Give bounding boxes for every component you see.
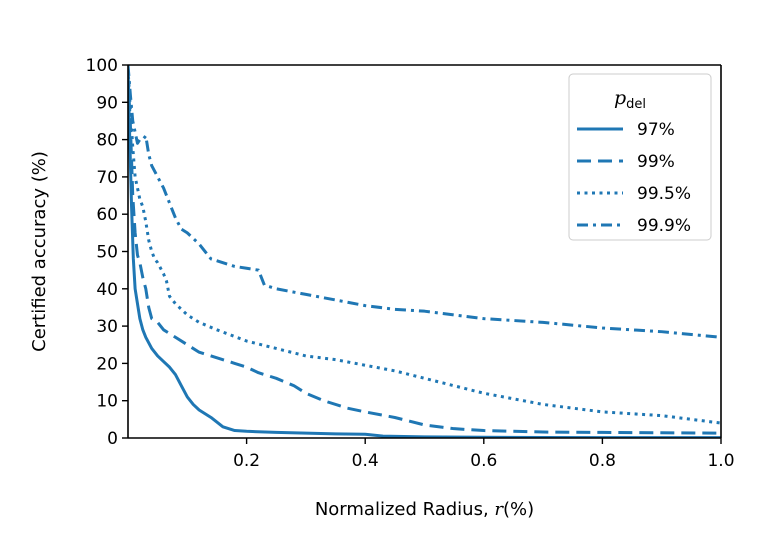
x-tick-label: 1.0 xyxy=(707,451,734,471)
series-line-99- xyxy=(128,76,721,435)
x-tick-label: 0.2 xyxy=(233,451,260,471)
y-tick-label: 50 xyxy=(96,243,118,263)
y-tick-label: 10 xyxy=(96,392,118,412)
y-tick-label: 80 xyxy=(96,131,118,151)
legend-label: 99.9% xyxy=(637,216,691,236)
legend-label: 99.5% xyxy=(637,184,691,204)
y-tick-label: 30 xyxy=(96,317,118,337)
x-axis-label-suffix: (%) xyxy=(503,499,534,520)
y-tick-label: 20 xyxy=(96,354,118,374)
x-axis-label-var: r xyxy=(494,499,504,520)
legend-label: 97% xyxy=(637,120,675,140)
x-tick-label: 0.8 xyxy=(589,451,616,471)
series-layer xyxy=(128,64,721,438)
y-axis-label: Certified accuracy (%) xyxy=(29,151,50,352)
series-line-99-9- xyxy=(128,64,721,339)
x-tick-label: 0.6 xyxy=(470,451,497,471)
legend: pdel 97% 99% 99.5% 99.9% xyxy=(568,73,712,241)
y-tick-label: 40 xyxy=(96,280,118,300)
series-line-97- xyxy=(128,72,721,438)
legend-title: pdel xyxy=(614,87,646,112)
y-tick-label: 70 xyxy=(96,168,118,188)
y-tick-label: 90 xyxy=(96,93,118,113)
y-tick-label: 0 xyxy=(107,429,118,449)
x-tick-label: 0.4 xyxy=(352,451,379,471)
x-axis-label: Normalized Radius, r(%) xyxy=(315,499,534,520)
y-tick-label: 60 xyxy=(96,205,118,225)
legend-label: 99% xyxy=(637,152,675,172)
ticks: 0 10 20 30 40 50 60 70 80 90 100 0.2 0.4 0.6 0.8 1.0 xyxy=(86,56,735,471)
y-tick-label: 100 xyxy=(86,56,118,76)
legend-title-sub: del xyxy=(626,97,646,112)
x-axis-label-prefix: Normalized Radius, xyxy=(315,499,495,520)
series-line-99-5- xyxy=(128,68,721,425)
legend-frame xyxy=(568,73,712,241)
legend-title-main: p xyxy=(614,87,626,109)
